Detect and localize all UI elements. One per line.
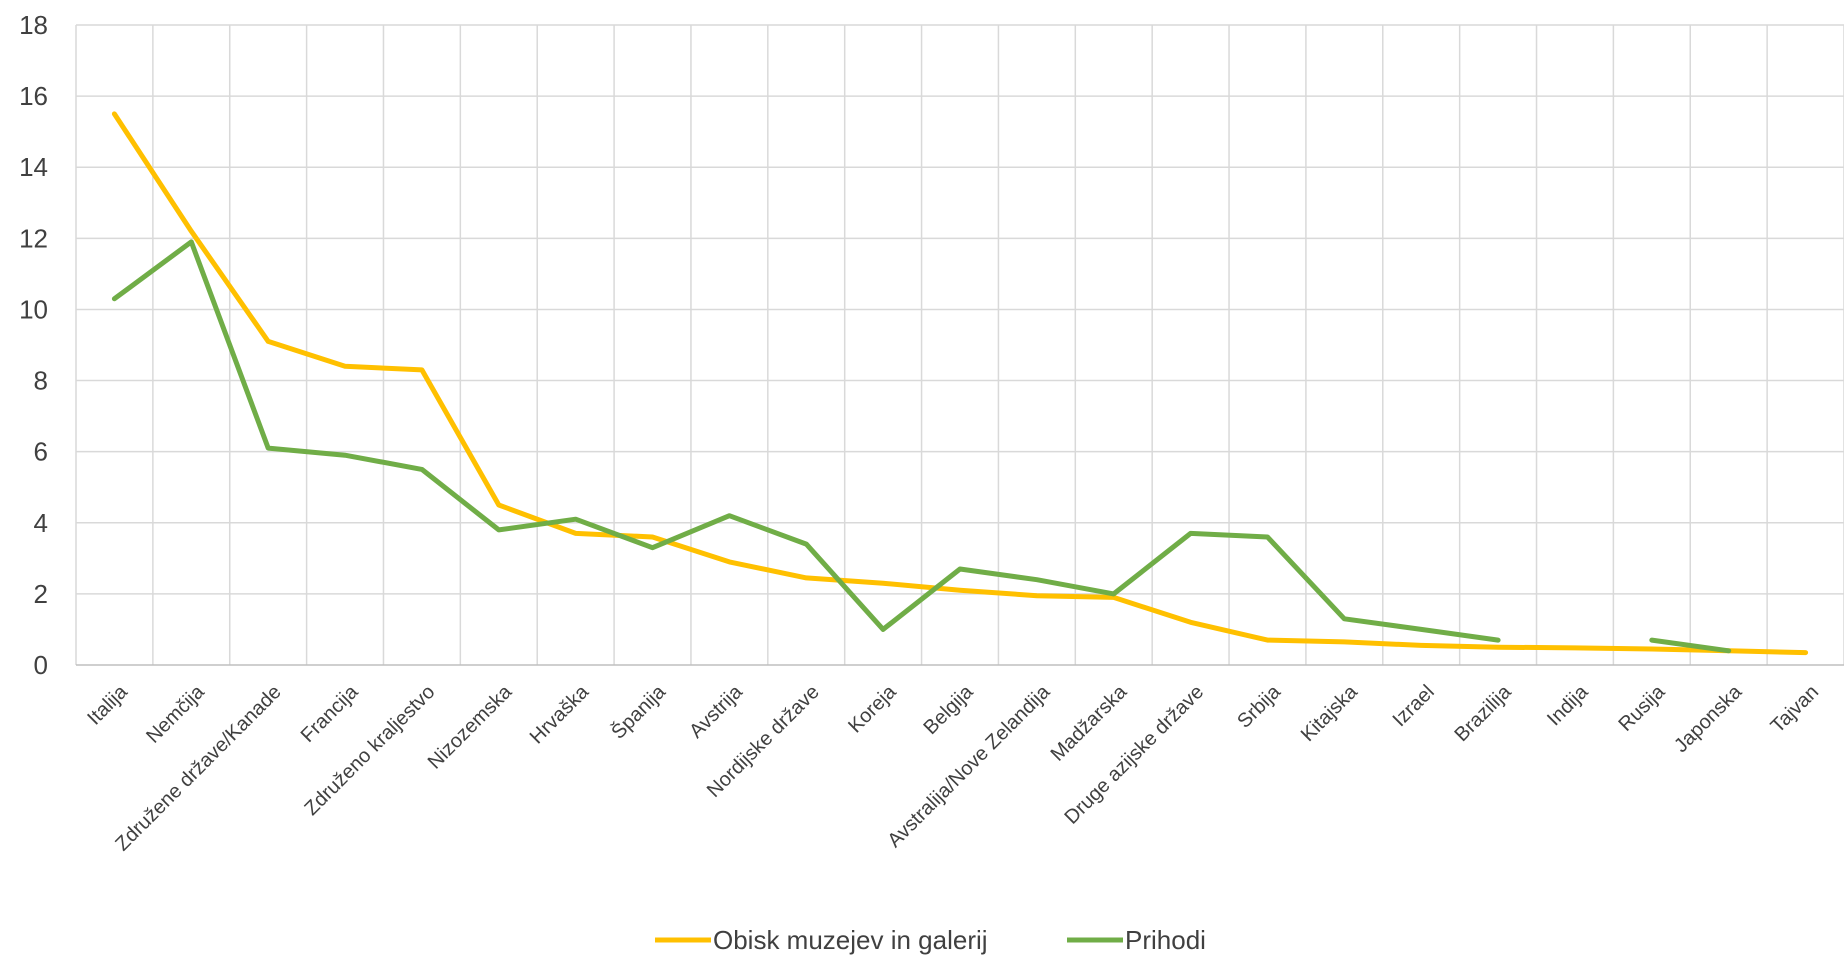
x-tick-label: Francija xyxy=(297,680,363,746)
x-tick-label: Madžarska xyxy=(1047,680,1132,765)
x-tick-label: Združeno kraljestvo xyxy=(300,681,439,820)
x-tick-label: Nizozemska xyxy=(424,680,517,773)
x-tick-label: Hrvaška xyxy=(526,680,594,748)
y-tick-label: 0 xyxy=(34,650,48,680)
x-tick-label: Druge azijske države xyxy=(1061,681,1209,829)
y-tick-label: 14 xyxy=(19,152,48,182)
legend-label-2: Prihodi xyxy=(1125,925,1206,955)
y-tick-label: 4 xyxy=(34,508,48,538)
x-tick-label: Japonska xyxy=(1670,680,1747,757)
legend: Obisk muzejev in galerij Prihodi xyxy=(655,925,1206,955)
x-tick-label: Brazilija xyxy=(1451,680,1517,746)
series-line-1 xyxy=(111,111,1809,656)
y-tick-label: 2 xyxy=(34,579,48,609)
y-axis: 0 2 4 6 8 10 12 14 16 18 xyxy=(19,10,48,680)
series-line-2 xyxy=(111,239,1501,643)
series-lines xyxy=(111,111,1809,656)
x-tick-label: Nemčija xyxy=(142,680,209,747)
x-tick-label: Belgija xyxy=(920,680,979,739)
x-tick-label: Avstralija/Nove Zelandija xyxy=(883,680,1055,852)
y-tick-label: 8 xyxy=(34,366,48,396)
y-tick-label: 10 xyxy=(19,294,48,324)
x-tick-label: Izrael xyxy=(1389,681,1439,731)
x-tick-label: Španija xyxy=(607,680,671,744)
y-tick-label: 6 xyxy=(34,437,48,467)
x-tick-label: Rusija xyxy=(1615,680,1670,735)
y-tick-label: 12 xyxy=(19,223,48,253)
x-tick-label: Indija xyxy=(1543,680,1593,730)
x-tick-label: Koreja xyxy=(844,680,901,737)
y-tick-label: 16 xyxy=(19,81,48,111)
x-tick-label: Avstrija xyxy=(685,680,747,742)
x-tick-label: Tajvan xyxy=(1767,681,1823,737)
x-tick-label: Kitajska xyxy=(1297,680,1363,746)
series-line-2 xyxy=(1649,637,1732,654)
grid xyxy=(75,24,1844,665)
x-tick-label: Italija xyxy=(83,680,132,729)
legend-label-1: Obisk muzejev in galerij xyxy=(713,925,988,955)
x-tick-label: Združene države/Kanade xyxy=(111,681,285,855)
x-tick-label: Srbija xyxy=(1233,680,1285,732)
y-tick-label: 18 xyxy=(19,10,48,40)
